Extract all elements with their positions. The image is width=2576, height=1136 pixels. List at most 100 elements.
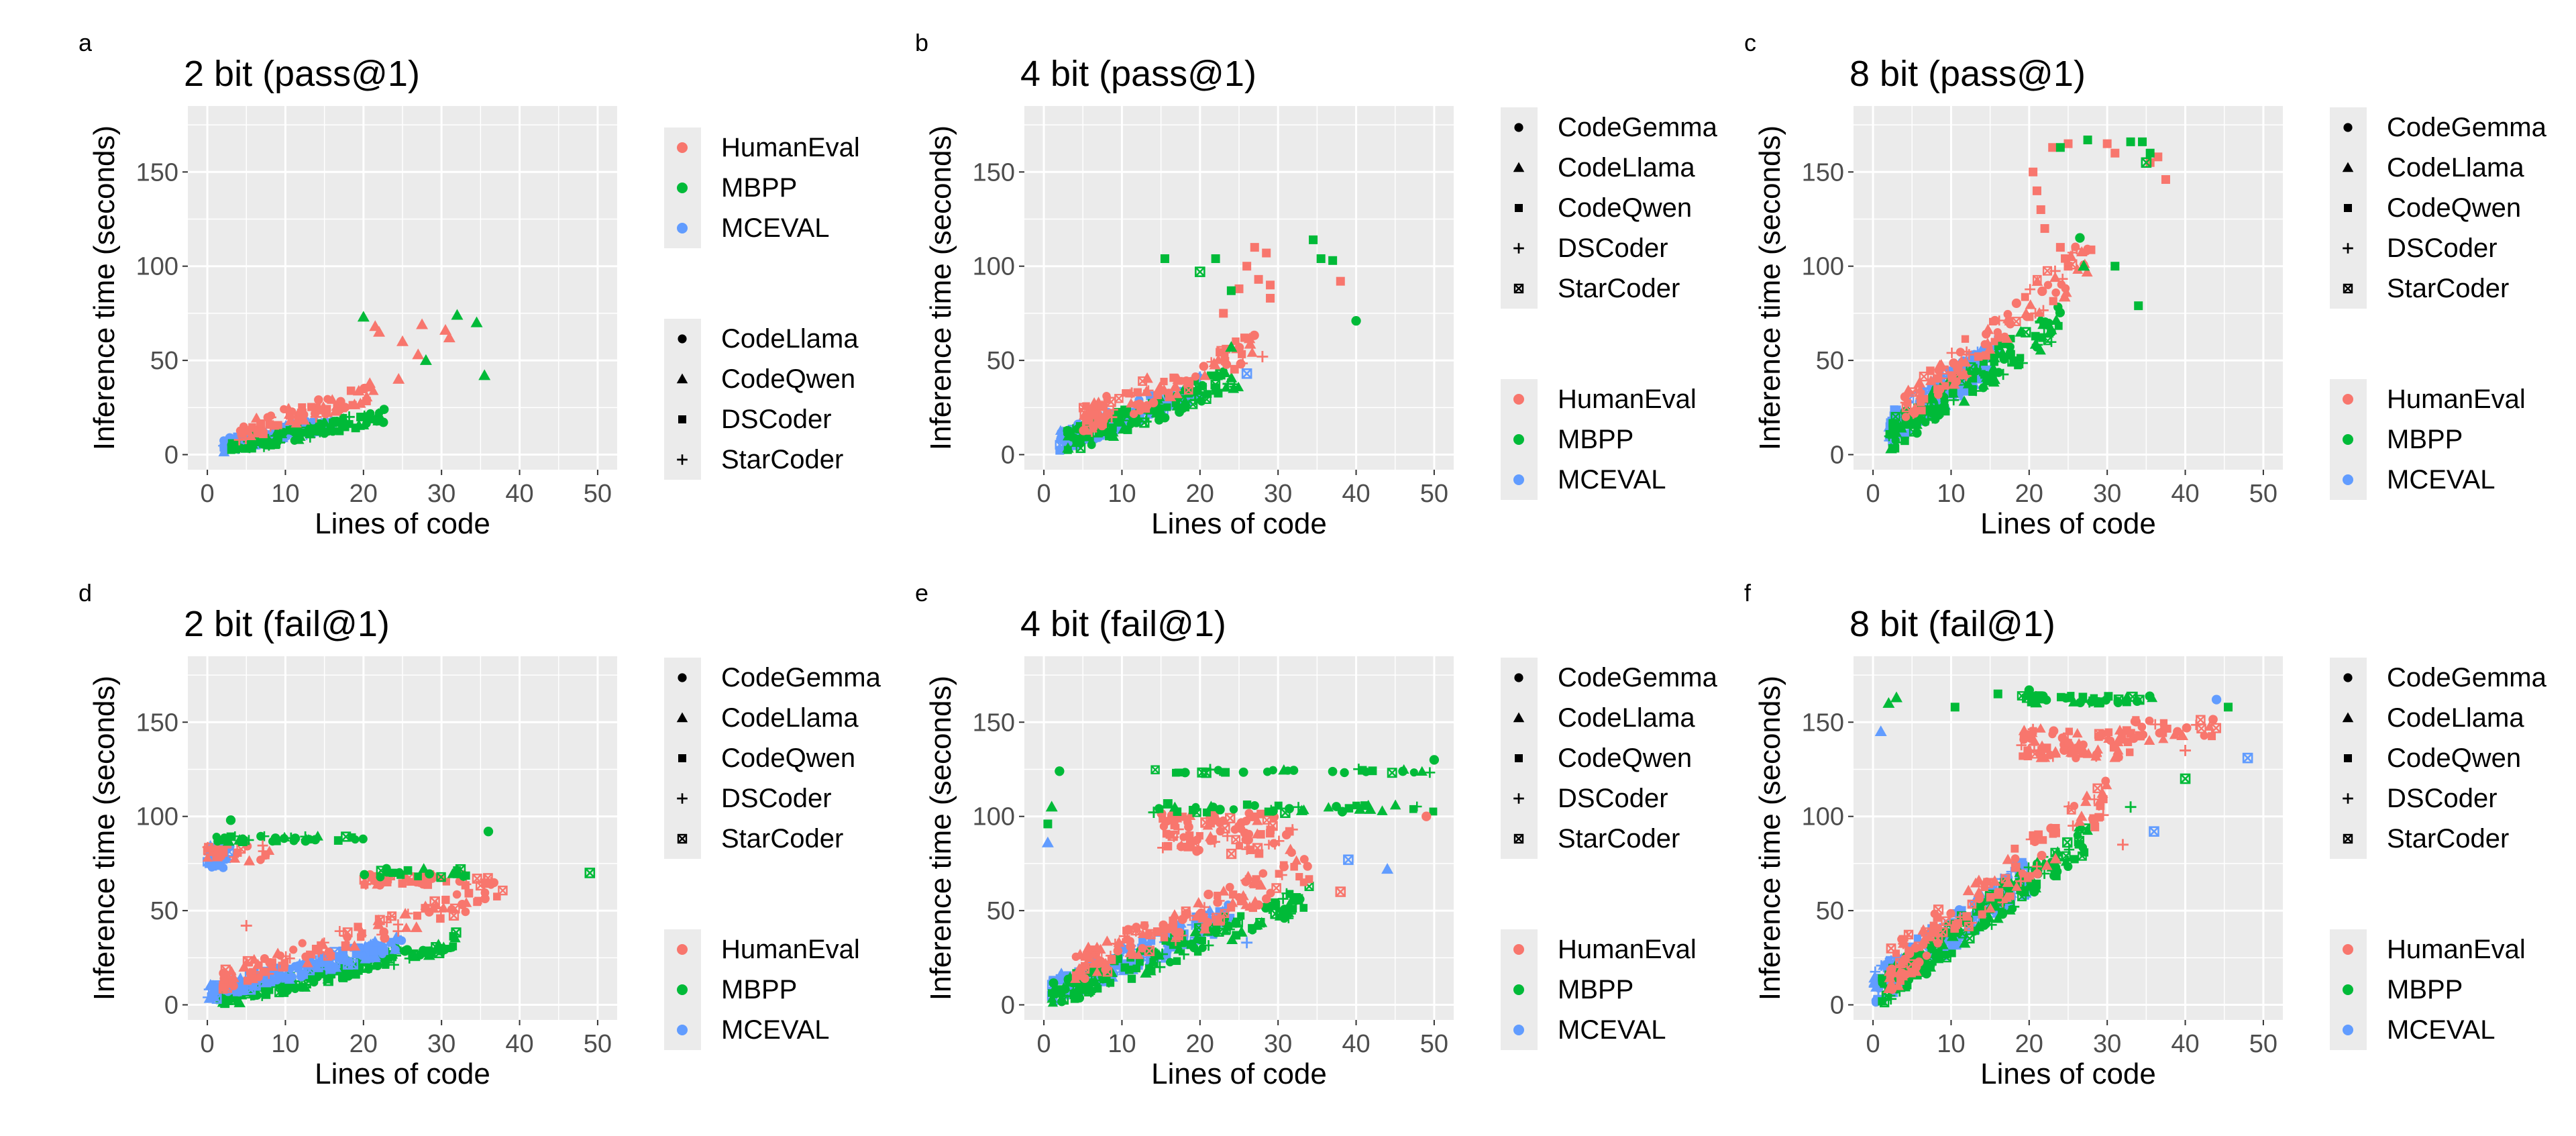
data-point [1993, 328, 2002, 337]
data-point [1967, 899, 1977, 909]
data-point [1091, 941, 1103, 951]
data-point [1215, 805, 1225, 815]
data-point [2037, 740, 2047, 750]
data-point [2019, 752, 2027, 760]
data-point [302, 957, 313, 968]
data-point [1070, 973, 1081, 983]
legend-label: MBPP [721, 173, 797, 203]
data-point [1941, 407, 1950, 416]
data-point [1868, 978, 1880, 988]
y-tick-label: 0 [1001, 992, 1015, 1020]
data-point [1110, 938, 1120, 949]
data-point [1948, 949, 1956, 958]
data-point [285, 832, 297, 844]
legend-swatch-humaneval [677, 944, 688, 955]
data-point [1925, 405, 1936, 417]
data-point [1070, 994, 1079, 1003]
x-tick-label: 50 [584, 1030, 612, 1058]
data-point [2019, 886, 2031, 896]
legend-shape-boxx [2343, 833, 2353, 844]
data-point [2049, 297, 2057, 305]
data-point-mbpp [2141, 157, 2152, 168]
data-point [1165, 958, 1175, 967]
data-point [368, 385, 379, 395]
y-axis-label: Inference time (seconds) [1754, 125, 1786, 450]
legend-shape-circle [678, 673, 687, 682]
y-tick-label: 0 [1830, 992, 1844, 1020]
data-point [299, 410, 309, 419]
data-point [2094, 796, 2105, 806]
legend-label: CodeQwen [721, 743, 855, 773]
data-point-mbpp [470, 316, 483, 327]
legend-label: StarCoder [2387, 274, 2509, 303]
data-point [1305, 875, 1313, 884]
data-point-mbpp [478, 369, 491, 380]
y-tick-label: 150 [136, 709, 178, 737]
x-tick-label: 40 [1342, 1030, 1370, 1058]
data-point [1244, 338, 1256, 349]
data-point [1227, 897, 1238, 907]
data-point [1225, 882, 1234, 892]
data-point [1922, 414, 1934, 426]
data-point [307, 403, 316, 411]
legend-label: CodeQwen [1558, 743, 1692, 773]
shape-legend: CodeGemma CodeLlama CodeQwen DSCoder StarCod… [2330, 107, 2547, 309]
data-point [2023, 743, 2035, 754]
data-point [284, 973, 294, 982]
data-point [2043, 280, 2053, 289]
data-point [216, 851, 226, 861]
data-point [1988, 372, 1997, 381]
data-point [294, 431, 306, 442]
data-point [1964, 933, 1975, 944]
legend-label: DSCoder [2387, 234, 2498, 263]
legend-label: CodeLlama [2387, 703, 2524, 733]
legend-shape-plus [677, 454, 688, 465]
data-point [464, 888, 474, 898]
data-point [235, 985, 246, 995]
data-point [1203, 390, 1212, 399]
data-point [1280, 807, 1291, 819]
data-point [2070, 801, 2079, 811]
data-point [2033, 869, 2042, 879]
data-point-mbpp [2145, 148, 2155, 158]
data-point [2104, 728, 2113, 737]
data-point-mbpp [1993, 689, 2002, 699]
panel-letter: c [1744, 29, 1756, 56]
data-point [1160, 933, 1169, 942]
data-point [2159, 719, 2168, 727]
legend-label: HumanEval [1558, 935, 1697, 964]
data-point [1959, 371, 1968, 380]
data-point [1244, 809, 1254, 818]
data-point-humaneval [2029, 167, 2038, 176]
data-point [2006, 892, 2015, 900]
data-point [2094, 732, 2103, 741]
data-point [1238, 358, 1248, 368]
data-point [1992, 913, 2004, 923]
data-point [1198, 936, 1206, 945]
legend-swatch-mceval [2343, 1025, 2353, 1035]
panel-letter: f [1744, 579, 1752, 607]
data-point [1398, 764, 1409, 774]
data-point [301, 428, 309, 437]
data-point [228, 972, 240, 982]
data-point [400, 946, 410, 956]
data-point-humaneval [240, 920, 252, 932]
data-point [498, 885, 508, 896]
data-point [380, 933, 390, 943]
data-point [1940, 397, 1949, 406]
data-point [335, 427, 344, 435]
data-point [1197, 767, 1208, 778]
data-point-mbpp [451, 309, 464, 320]
data-point [447, 943, 457, 952]
data-point [1990, 338, 1998, 346]
data-point-humaneval [2040, 224, 2049, 234]
data-point [314, 945, 323, 955]
x-tick-label: 50 [584, 480, 612, 508]
y-axis-label: Inference time (seconds) [924, 125, 957, 450]
data-point [233, 434, 245, 446]
data-point [1927, 382, 1935, 391]
data-point [1147, 937, 1156, 945]
data-point-mbpp [1160, 254, 1169, 263]
data-point [1232, 337, 1240, 346]
legend-shape-circle [1514, 123, 1523, 132]
